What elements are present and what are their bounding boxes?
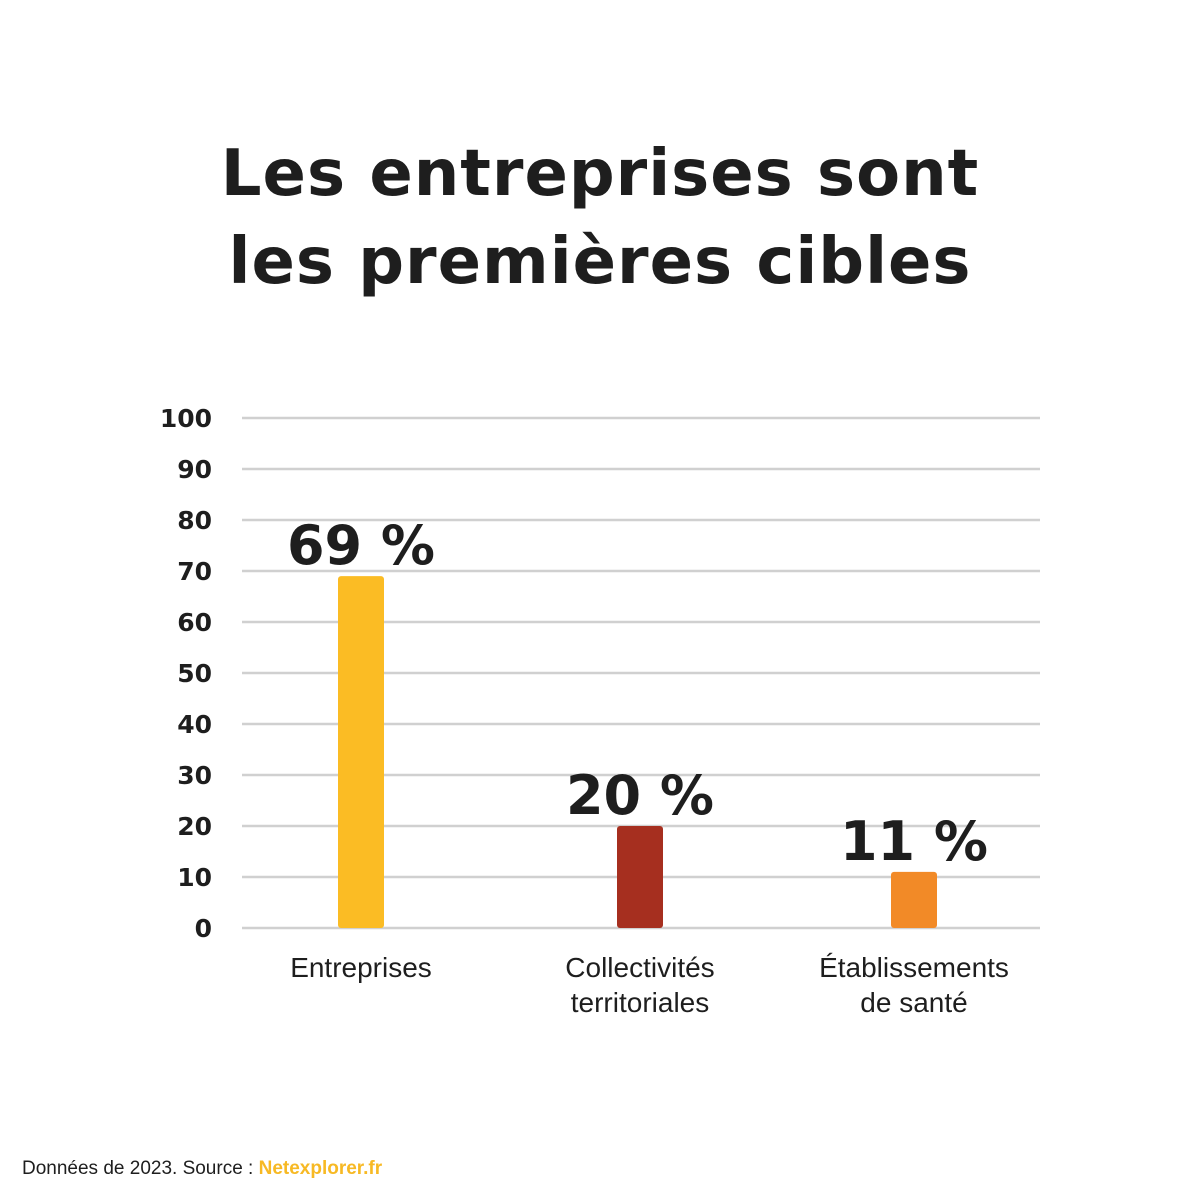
x-category-label: Établissements (819, 952, 1009, 983)
x-category-label: Entreprises (290, 952, 432, 983)
y-tick-label: 100 (160, 404, 212, 433)
y-tick-label: 20 (177, 812, 212, 841)
bar (891, 871, 937, 928)
y-tick-label: 80 (177, 506, 212, 535)
x-category-label: Collectivités (565, 952, 714, 983)
source-link[interactable]: Netexplorer.fr (258, 1158, 383, 1179)
y-tick-label: 30 (177, 761, 212, 790)
footer-text: Données de 2023. Source : (22, 1158, 259, 1179)
data-label: 20 % (566, 764, 714, 827)
data-label: 11 % (840, 810, 988, 873)
x-category-label: de santé (860, 987, 967, 1018)
data-label: 69 % (287, 514, 435, 577)
y-tick-label: 0 (195, 914, 212, 943)
y-tick-label: 10 (177, 863, 212, 892)
chart-title-line-1: Les entreprises sont (220, 137, 980, 211)
chart-title-line-2: les premières cibles (228, 225, 972, 299)
bar (338, 576, 384, 928)
chart-title: Les entreprises sont les premières cible… (0, 130, 1200, 306)
y-tick-label: 70 (177, 557, 212, 586)
bar (617, 826, 663, 928)
y-tick-label: 40 (177, 710, 212, 739)
y-tick-label: 90 (177, 455, 212, 484)
y-tick-label: 60 (177, 608, 212, 637)
source-footer: Données de 2023. Source : Netexplorer.fr (22, 1158, 382, 1180)
y-tick-label: 50 (177, 659, 212, 688)
x-category-label: territoriales (571, 987, 709, 1018)
